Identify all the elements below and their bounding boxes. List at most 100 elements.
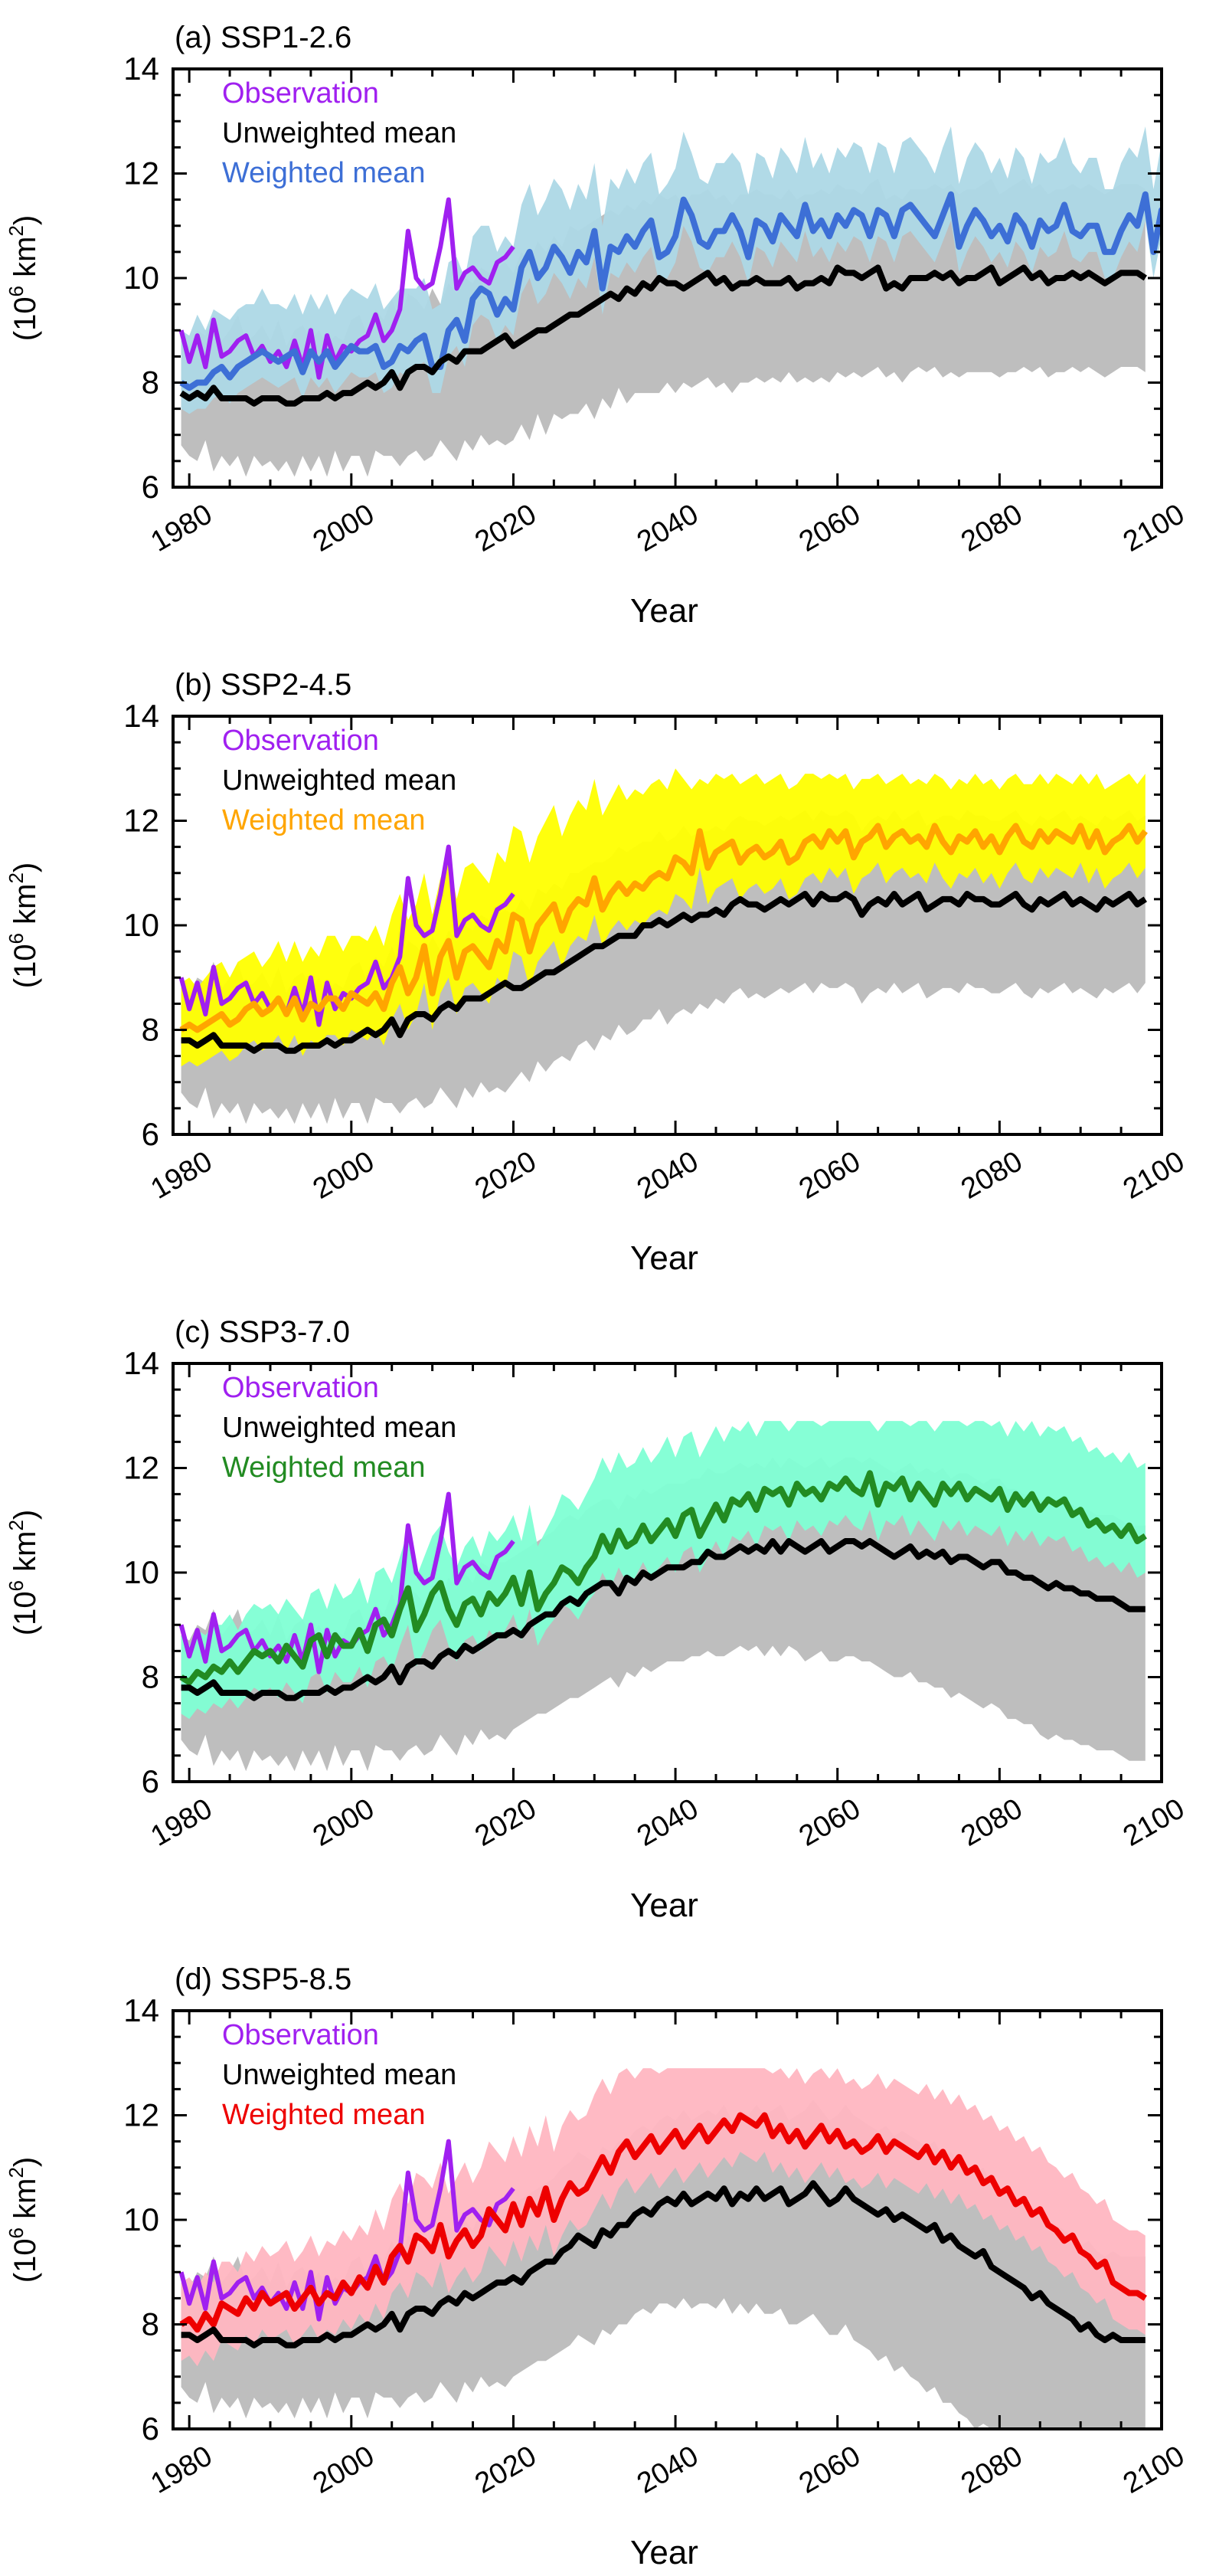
x-axis-label: Year [630, 592, 698, 630]
y-tick-label: 14 [123, 51, 159, 87]
x-tick-label: 2080 [956, 1145, 1028, 1206]
unweighted-mean-line [181, 1538, 1146, 1701]
x-tick-label: 2060 [794, 498, 866, 558]
y-axis-label-superscript: 2 [5, 872, 28, 883]
x-axis-label: Year [630, 1887, 698, 1924]
y-axis-label-superscript: 2 [5, 225, 28, 236]
panel-title: (d) SSP5-8.5 [175, 1962, 351, 1996]
legend-entry: Weighted mean [222, 1452, 425, 1484]
chart-panel-4: 1980 2000 2020 2040 2060 2080 2100 6 8 10 12 14 (d) … [5, 1962, 1190, 2571]
y-tick-label: 8 [142, 2306, 159, 2342]
panel-title: (c) SSP3-7.0 [175, 1315, 350, 1349]
panel-title: (a) SSP1-2.6 [175, 21, 351, 54]
x-tick-label: 2020 [469, 498, 541, 558]
unweighted-spread-band [181, 810, 1146, 1124]
weighted-mean-line [179, 823, 1148, 1033]
x-tick-label: 2040 [632, 498, 704, 558]
y-axis-label-part: km [8, 884, 42, 933]
y-axis-label-part: (10 [8, 296, 42, 341]
y-axis-label-part: ) [8, 862, 42, 872]
y-axis-label-superscript: 2 [5, 2167, 28, 2178]
legend-entry: Unweighted mean [222, 764, 456, 797]
y-tick-label: 10 [123, 260, 159, 296]
x-tick-label: 2000 [308, 2440, 380, 2500]
unweighted-spread-band [181, 178, 1146, 477]
legend-entry: Weighted mean [222, 157, 425, 189]
weighted-spread-band [181, 768, 1146, 1067]
y-axis-label-part: km [8, 1531, 42, 1580]
y-tick-label: 8 [142, 1659, 159, 1695]
plot-area [178, 2068, 1147, 2429]
y-axis-label-superscript: 6 [5, 286, 28, 296]
plot-area [178, 126, 1162, 477]
y-axis-label-part: km [8, 2178, 42, 2227]
y-tick-label: 6 [142, 469, 159, 505]
chart-panel-3: 1980 2000 2020 2040 2060 2080 2100 6 8 10 12 14 (c) … [5, 1315, 1190, 1924]
y-tick-label: 12 [123, 1450, 159, 1486]
y-axis-label: (106 km2) [5, 2157, 42, 2283]
plot-area [178, 768, 1148, 1124]
y-tick-label: 14 [123, 1345, 159, 1381]
y-axis-label-superscript: 6 [5, 1580, 28, 1591]
x-tick-label: 2080 [956, 1792, 1028, 1853]
y-axis-label-part: (10 [8, 1591, 42, 1635]
plot-area [178, 1421, 1147, 1772]
unweighted-mean-line [181, 891, 1147, 1054]
chart-panel-2: 1980 2000 2020 2040 2060 2080 2100 6 8 10 12 14 (b) … [5, 668, 1190, 1277]
unweighted-spread-band [181, 1457, 1146, 1772]
y-axis-label-superscript: 6 [5, 933, 28, 944]
y-tick-label: 10 [123, 907, 159, 943]
legend-entry: Observation [222, 725, 379, 757]
y-axis-label-part: ) [8, 1510, 42, 1520]
y-tick-label: 12 [123, 2097, 159, 2133]
legend-entry: Unweighted mean [222, 1412, 456, 1444]
y-tick-label: 8 [142, 1012, 159, 1048]
x-tick-label: 2080 [956, 2440, 1028, 2500]
x-tick-label: 2080 [956, 498, 1028, 558]
unweighted-mean-line [181, 2180, 1146, 2349]
x-tick-label: 2000 [308, 1792, 380, 1853]
x-axis-label: Year [630, 2534, 698, 2571]
x-tick-label: 1980 [145, 2440, 217, 2500]
weighted-spread-band [181, 2068, 1146, 2367]
y-axis-label-part: (10 [8, 2238, 42, 2283]
x-tick-label: 2100 [1118, 1792, 1190, 1853]
weighted-mean-line [179, 1470, 1147, 1686]
x-tick-label: 2060 [794, 1145, 866, 1206]
legend-entry: Observation [222, 2019, 379, 2051]
x-tick-label: 2060 [794, 1792, 866, 1853]
x-tick-label: 2100 [1118, 1145, 1190, 1206]
legend-entry: Unweighted mean [222, 117, 456, 149]
y-axis-label-superscript: 2 [5, 1520, 28, 1530]
weighted-mean-line [179, 2112, 1147, 2333]
y-tick-label: 10 [123, 2201, 159, 2237]
y-tick-label: 6 [142, 1116, 159, 1152]
x-tick-label: 2020 [469, 1145, 541, 1206]
chart-panel-1: 1980 2000 2020 2040 2060 2080 2100 6 8 10 12 14 (a) … [5, 21, 1190, 630]
x-tick-label: 2040 [632, 1792, 704, 1853]
x-tick-label: 2100 [1118, 498, 1190, 558]
legend-entry: Observation [222, 77, 379, 110]
legend-entry: Weighted mean [222, 2099, 425, 2131]
weighted-mean-line [179, 191, 1162, 391]
legend-entry: Observation [222, 1372, 379, 1404]
x-tick-label: 1980 [145, 1792, 217, 1853]
x-tick-label: 2000 [308, 498, 380, 558]
y-tick-label: 14 [123, 698, 159, 734]
y-tick-label: 12 [123, 155, 159, 191]
y-tick-label: 14 [123, 1992, 159, 2028]
y-tick-label: 8 [142, 365, 159, 401]
x-tick-label: 2100 [1118, 2440, 1190, 2500]
y-axis-label: (106 km2) [5, 1510, 42, 1636]
legend-entry: Weighted mean [222, 804, 425, 836]
x-tick-label: 2020 [469, 2440, 541, 2500]
x-tick-label: 1980 [145, 1145, 217, 1206]
y-tick-label: 6 [142, 2411, 159, 2447]
x-tick-label: 2000 [308, 1145, 380, 1206]
legend-entry: Unweighted mean [222, 2059, 456, 2091]
y-tick-label: 12 [123, 803, 159, 839]
panel-title: (b) SSP2-4.5 [175, 668, 351, 702]
x-axis-label: Year [630, 1239, 698, 1277]
y-axis-label-part: ) [8, 215, 42, 225]
